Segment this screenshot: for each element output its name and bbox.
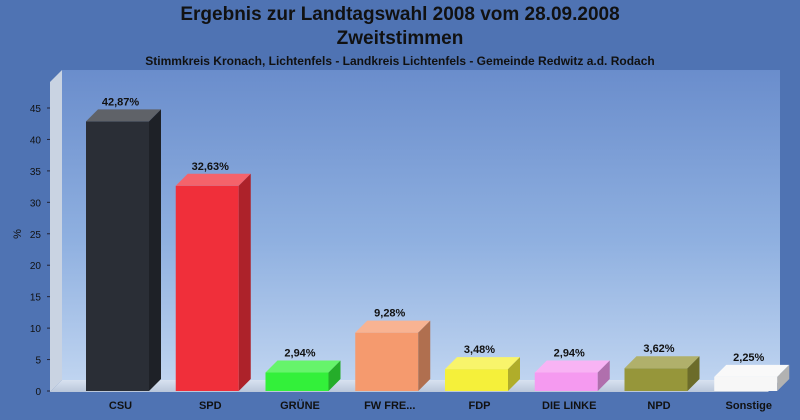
x-tick-label: FW FRE... bbox=[364, 400, 415, 412]
x-tick-label: GRÜNE bbox=[280, 399, 320, 412]
y-tick-label: 15 bbox=[30, 293, 42, 304]
chart-subtitle: Zweitstimmen bbox=[336, 28, 464, 49]
bar-side bbox=[508, 357, 520, 391]
bar bbox=[175, 185, 239, 391]
bar bbox=[624, 368, 688, 391]
bar-top bbox=[86, 109, 161, 122]
y-tick-label: 45 bbox=[30, 104, 42, 115]
y-tick-label: 5 bbox=[35, 356, 41, 367]
bar-side bbox=[149, 109, 161, 392]
chart-title: Ergebnis zur Landtagswahl 2008 vom 28.09… bbox=[180, 4, 620, 25]
bar-top bbox=[265, 360, 341, 373]
bar bbox=[265, 372, 329, 391]
bar-top bbox=[624, 356, 700, 369]
bar-value-label: 9,28% bbox=[374, 308, 405, 320]
bar-top bbox=[534, 360, 610, 373]
y-tick-label: 10 bbox=[30, 324, 42, 335]
bar-top bbox=[175, 173, 251, 186]
bar-top bbox=[445, 357, 520, 370]
bar-value-label: 3,48% bbox=[464, 344, 495, 356]
bar-value-label: 2,94% bbox=[284, 348, 315, 360]
x-tick-label: SPD bbox=[199, 400, 222, 412]
bar-value-label: 2,94% bbox=[554, 348, 585, 360]
x-tick-label: NPD bbox=[647, 400, 670, 412]
x-tick-label: FDP bbox=[469, 400, 491, 412]
bar-side bbox=[238, 173, 251, 391]
bar-top bbox=[714, 364, 790, 377]
bar bbox=[445, 369, 508, 391]
bar-side bbox=[328, 360, 341, 391]
y-tick-label: 35 bbox=[30, 167, 42, 178]
y-tick-label: 25 bbox=[30, 230, 42, 241]
chart-side-wall bbox=[50, 70, 62, 392]
bar-side bbox=[687, 356, 700, 391]
x-tick-label: CSU bbox=[109, 400, 132, 412]
bar-value-label: 32,63% bbox=[192, 161, 230, 173]
y-tick-label: 30 bbox=[30, 198, 42, 209]
y-tick-label: 0 bbox=[35, 387, 41, 398]
bar-value-label: 3,62% bbox=[643, 343, 674, 355]
bar-top bbox=[355, 320, 431, 333]
chart-region-subtitle: Stimmkreis Kronach, Lichtenfels - Landkr… bbox=[145, 54, 655, 68]
bar bbox=[534, 372, 598, 391]
bar-value-label: 42,87% bbox=[102, 96, 140, 108]
y-tick-label: 20 bbox=[30, 261, 42, 272]
bar-side bbox=[418, 320, 431, 391]
x-tick-label: DIE LINKE bbox=[542, 400, 596, 412]
y-tick-label: 40 bbox=[30, 135, 42, 146]
bar bbox=[355, 332, 419, 391]
x-tick-label: Sonstige bbox=[726, 400, 772, 412]
y-axis-label: % bbox=[12, 229, 24, 239]
bar-side bbox=[777, 364, 790, 391]
bar bbox=[86, 121, 149, 392]
bar-side bbox=[597, 360, 610, 391]
bar bbox=[714, 376, 778, 391]
bar-value-label: 2,25% bbox=[733, 352, 764, 364]
